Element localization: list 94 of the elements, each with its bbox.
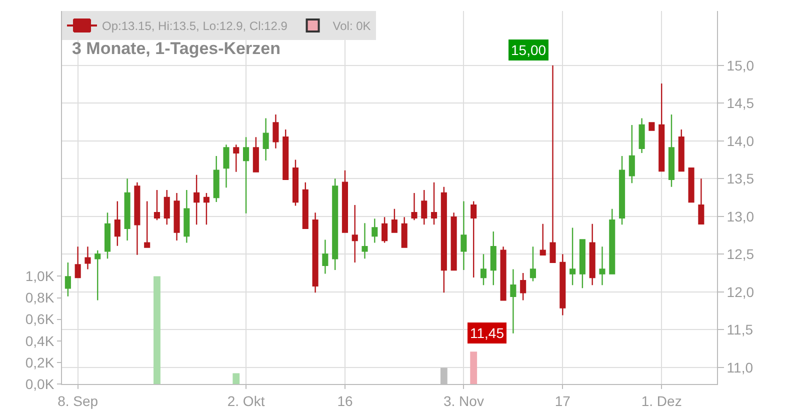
candlestick [540,223,546,256]
y-tick-label: 13,0 [726,208,754,224]
y-tick-label: 11,0 [726,359,754,376]
candlestick [599,246,606,286]
candlestick [450,212,457,271]
x-tick-label: 2. Okt [227,392,265,409]
text: 3 Monate, 1-Tages-Kerzen [72,38,280,58]
candlestick [342,170,348,233]
candlestick [114,200,120,246]
candlestick [470,200,477,278]
candlestick [302,182,308,230]
legend-label: Op:13.15, Hi:13.5, Lo:12.9, Cl:12.9 [102,19,288,34]
candlestick [174,192,180,242]
candlestick [272,114,279,150]
annotation: 11,45 [470,325,504,341]
y-tick-label: 11,5 [726,322,754,338]
candlestick [490,230,496,286]
candlestick [154,189,160,221]
candlestick [440,186,447,294]
y2-tick-label: 1,0K [25,268,55,284]
y2-tick-label: 0,8K [25,290,55,306]
candlestick [164,189,170,226]
y2-tick-label: 0,6K [25,311,55,328]
candlestick [688,167,694,203]
candlestick [500,246,506,301]
candlestick [252,136,259,172]
candlestick [391,208,398,233]
candlestick [194,174,200,226]
candlestick [460,200,467,271]
candlestick [213,155,220,203]
candlestick [282,128,289,180]
candlestick [233,144,240,172]
candlestick [560,254,566,316]
candlestick [550,64,556,264]
candlestick [74,246,81,278]
bar [154,276,160,384]
candlestick [638,118,645,154]
candlestick [520,272,526,301]
y-tick-label: 14,5 [726,95,754,112]
y-tick-label: 12,5 [726,246,754,262]
candlestick [411,192,418,221]
candlestick [618,155,626,226]
candlestick [589,223,596,286]
legend-label: Vol: 0K [332,19,371,34]
bar [232,373,240,384]
candlestick [421,189,428,226]
candlestick [352,204,358,264]
candlestick [312,212,318,294]
candlestick [668,114,675,188]
candlestick [203,192,210,226]
candlestick [648,122,655,131]
x-tick-label: 1. Dez [641,392,682,409]
bar [470,352,478,384]
y2-tick-label: 0,4K [25,332,55,349]
candlestick [134,182,140,256]
x-tick-label: 17 [554,392,571,409]
y-tick-label: 15,0 [726,57,754,74]
candlestick [262,118,269,162]
y2-tick-label: 0,2K [25,354,55,370]
candlestick [94,250,101,301]
x-tick-label: 16 [337,392,353,409]
candlestick [322,239,328,274]
candlestick [84,246,91,270]
y-tick-label: 13,5 [726,170,754,187]
candlestick [431,182,438,226]
candlestick [104,212,111,260]
candlestick [698,178,704,225]
candlestick [530,246,536,282]
candlestick [184,189,190,244]
y-tick-label: 12,0 [726,284,754,300]
candlestick [382,216,388,244]
candlestick [579,239,586,289]
candlestick [678,128,684,172]
candlestick [124,178,130,242]
candlestick [292,159,299,206]
candlestick [401,216,408,248]
candlestick [510,268,516,334]
candlestick [609,208,616,274]
candlestick [570,227,576,286]
candlestick [362,222,368,260]
x-tick-label: 3. Nov [443,392,484,409]
y2-tick-label: 0,0K [25,376,55,392]
candlestick [480,254,487,286]
candlestick [223,144,230,188]
candlestick [144,200,150,248]
candlestick [243,136,250,214]
x-tick-label: 8. Sep [58,392,98,409]
candlestick [332,178,338,271]
candlestick [64,262,71,298]
candlestick [372,218,378,244]
candlestick [658,82,665,172]
annotation: 15,00 [511,42,546,58]
y-tick-label: 14,0 [726,132,754,149]
candlestick [628,124,635,184]
